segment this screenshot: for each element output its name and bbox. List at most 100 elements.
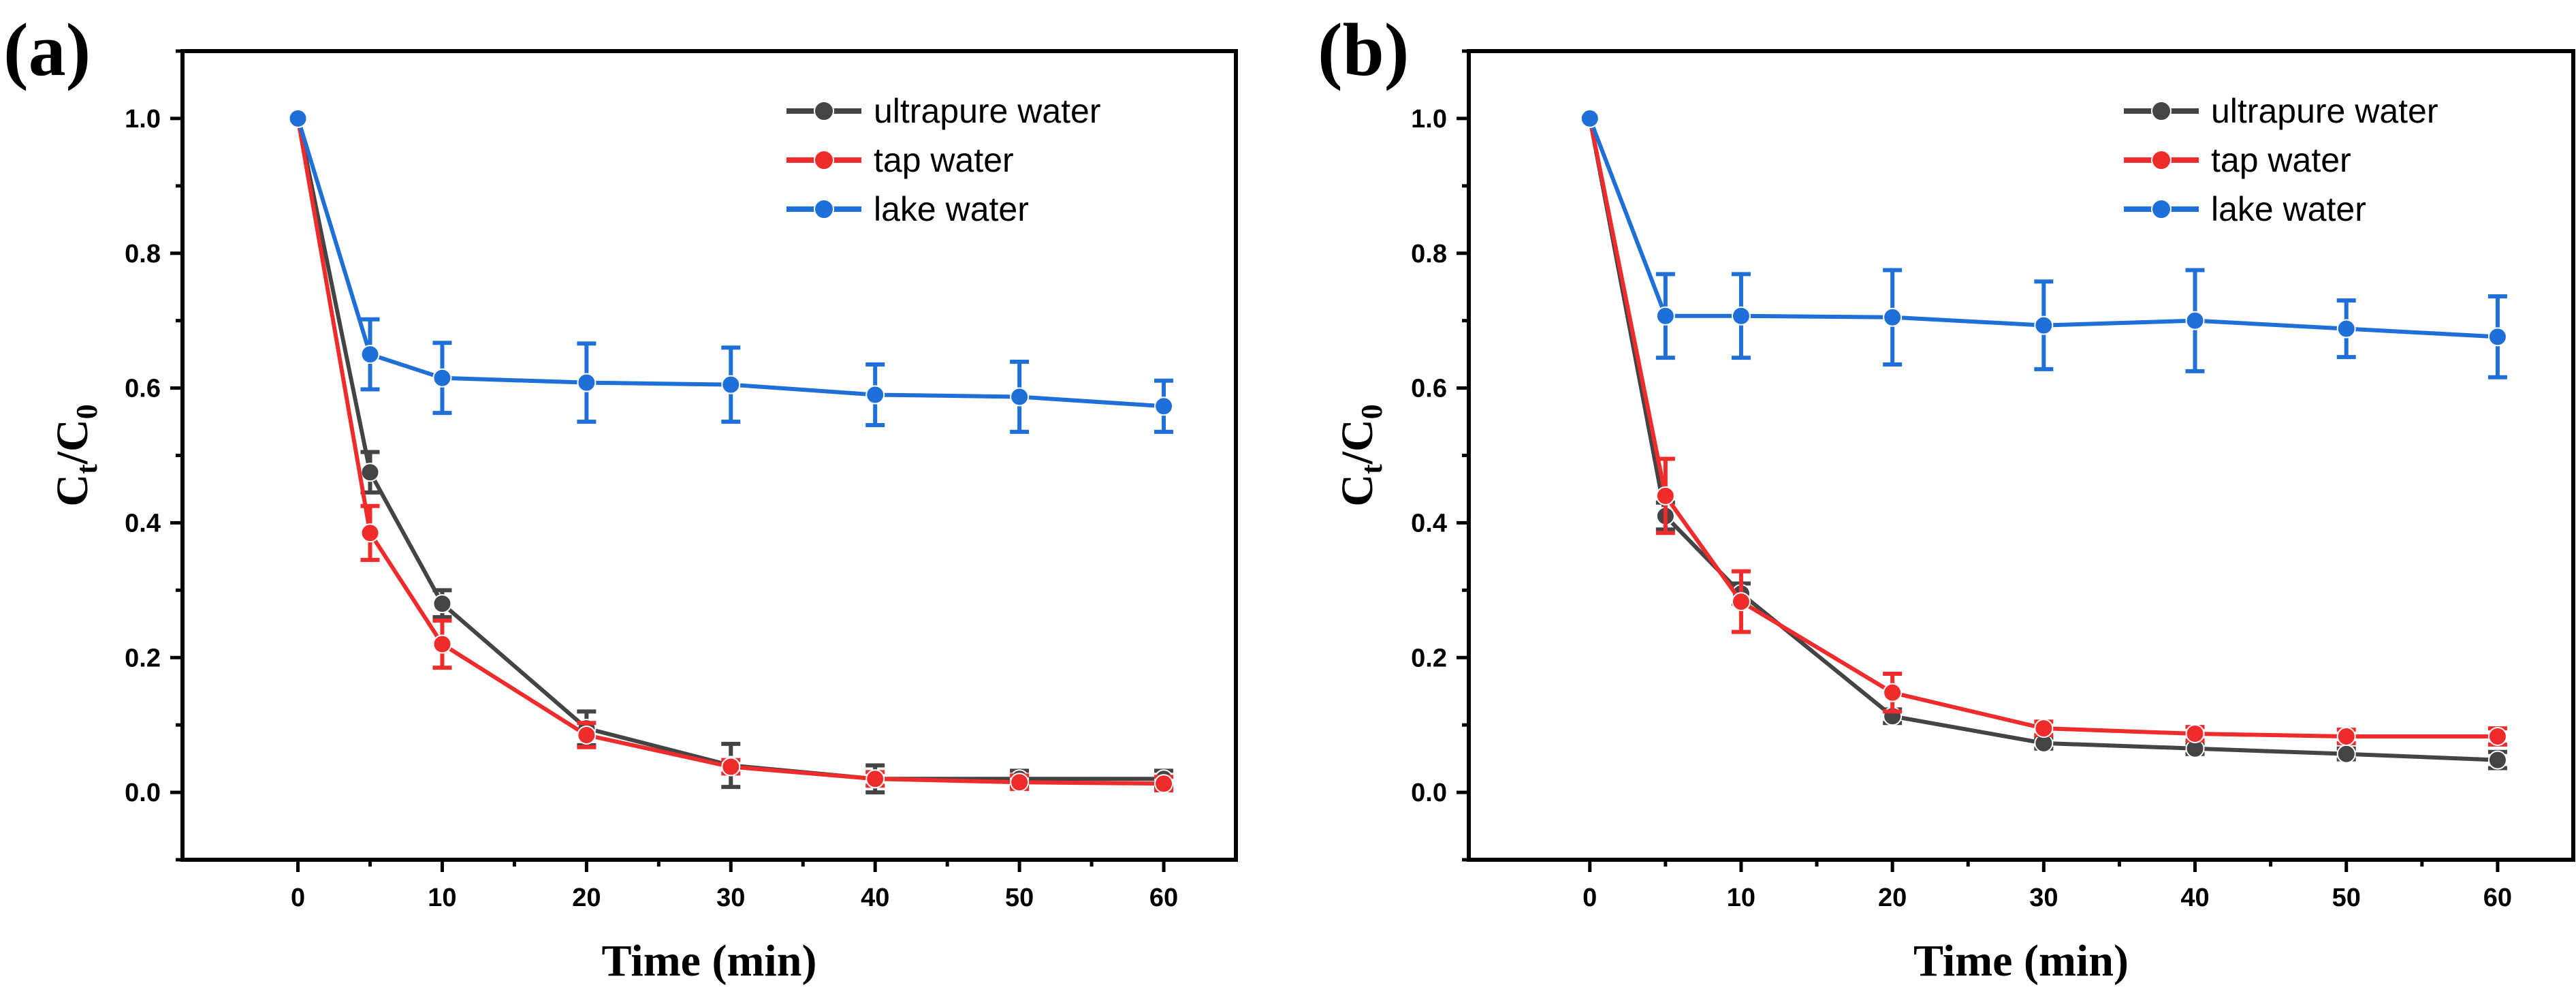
panel-b-legend-label: lake water [2211, 190, 2366, 228]
panel-a-data-point [360, 345, 380, 364]
panel-a-data-point [577, 373, 597, 392]
panel-a-legend-item: tap water [786, 141, 1014, 179]
panel-b-data-point [1655, 486, 1675, 505]
panel-a-y-axis-title-part: t [70, 464, 104, 474]
panel-a-xtick-label: 50 [1005, 884, 1034, 912]
panel-b-series-ultrapure-water [1580, 108, 2507, 771]
panel-b-data-point [2185, 311, 2205, 330]
panel-b-data-point [2034, 315, 2054, 335]
panel-a-xtick-label: 20 [572, 884, 601, 912]
panel-a-y-axis-title-part: 0 [70, 404, 104, 419]
panel-b-data-point [2034, 719, 2054, 738]
panel-b-y-axis-title-part: C [1333, 474, 1382, 507]
panel-a-data-point [1010, 773, 1030, 792]
panel-b-data-point [2487, 327, 2507, 347]
panel-a-series-ultrapure-water [288, 108, 1174, 795]
panel-a-plot-frame [180, 49, 1238, 862]
panel-a-data-point [1154, 396, 1174, 416]
panel-a-legend-label: ultrapure water [874, 92, 1101, 130]
panel-a-series-line [296, 118, 1164, 786]
panel-b-series-tap-water [1580, 108, 2507, 747]
panel-a-series-tap-water [288, 108, 1174, 794]
panel-a-data-point [432, 634, 452, 654]
panel-a-ytick-label: 0.0 [125, 779, 161, 807]
panel-b-series-line [1587, 117, 2498, 339]
panel-a-legend-marker [814, 150, 834, 170]
panel-a-ytick-label: 1.0 [125, 105, 161, 134]
panel-b-y-axis-title-part: 0 [1355, 404, 1388, 419]
panel-a-series-lake-water [288, 108, 1174, 434]
panel-b-series-line [1587, 118, 2498, 738]
panel-a-data-point [721, 757, 741, 777]
panel-a-data-point [1154, 774, 1174, 794]
panel-b-data-point [1655, 306, 1675, 326]
panel-a-data-point [360, 463, 380, 482]
panel-b-data-point [2185, 724, 2205, 744]
panel-a-data-point [432, 368, 452, 388]
panel-a-data-point [721, 375, 741, 394]
panel-b-legend-label: tap water [2211, 141, 2351, 179]
panel-a-data-point [360, 523, 380, 543]
panel-b-series-lake-water [1580, 108, 2507, 379]
panel-b-legend-marker [2151, 101, 2172, 121]
panel-b-x-axis-title: Time (min) [1913, 936, 2129, 986]
panel-b-data-point [2487, 750, 2507, 770]
panel-a-label: (a) [3, 8, 91, 91]
panel-a-data-point [1010, 387, 1030, 407]
panel-b-ytick-label: 0.2 [1411, 644, 1447, 672]
panel-a-xtick-label: 0 [291, 884, 305, 912]
panel-a-series-line [296, 118, 1164, 781]
panel-a-ytick-label: 0.8 [125, 240, 161, 268]
panel-a-legend-item: lake water [786, 190, 1029, 228]
panel-b-data-point [1883, 307, 1903, 327]
panel-a-ytick-label: 0.6 [125, 375, 161, 403]
panel-b-data-point [1580, 108, 1600, 128]
panel-b-legend-marker [2151, 150, 2172, 170]
panel-a-xtick-label: 60 [1149, 884, 1178, 912]
panel-b-data-point [1731, 592, 1751, 612]
panel-b-xtick-label: 30 [2029, 884, 2058, 912]
panel-a-legend-marker [814, 199, 834, 219]
panel-a-data-point [865, 385, 885, 405]
panel-b-xtick-label: 40 [2180, 884, 2209, 912]
panel-b-legend-item: lake water [2124, 190, 2366, 228]
panel-a-xtick-label: 30 [716, 884, 745, 912]
panel-b-label: (b) [1318, 8, 1409, 91]
panel-a-xtick-label: 10 [428, 884, 456, 912]
panel-a-data-point [577, 726, 597, 745]
panel-b-data-point [2336, 744, 2356, 764]
panel-b-legend-item: ultrapure water [2124, 92, 2438, 130]
panel-b-data-point [2487, 726, 2507, 746]
panel-b-data-point [1731, 306, 1751, 326]
panel-b-y-axis-title: Ct/C0 [1333, 404, 1388, 506]
panel-a-y-axis-title-part: C [48, 474, 97, 507]
panel-a-series-line [296, 118, 1164, 409]
panel-b-data-point [1883, 683, 1903, 702]
panel-b-ytick-label: 0.4 [1411, 509, 1447, 538]
panel-a-y-axis-title-part: /C [48, 419, 97, 465]
panel-a-legend-label: lake water [874, 190, 1029, 228]
panel-b-legend-label: ultrapure water [2211, 92, 2438, 130]
panel-a-legend-label: tap water [874, 141, 1014, 179]
panel-a: (a) 0 10 20 30 40 50 60 0.0 0.2 0.4 0.6 0.8 1.0 Time (… [3, 8, 1238, 986]
panel-a-ytick-label: 0.4 [125, 509, 161, 538]
panel-a-legend-marker [814, 101, 834, 121]
panel-a-data-point [865, 769, 885, 789]
panel-b-y-axis-title-part: t [1355, 464, 1388, 474]
panel-b-data-point [2336, 726, 2356, 746]
panel-a-y-axis-title: Ct/C0 [48, 404, 104, 506]
panel-b-xtick-label: 60 [2483, 884, 2512, 912]
panel-a-ytick-label: 0.2 [125, 644, 161, 672]
panel-b-ytick-label: 0.0 [1411, 779, 1447, 807]
panel-a-xtick-label: 40 [861, 884, 889, 912]
panel-b-legend-item: tap water [2124, 141, 2351, 179]
panel-b-xtick-label: 0 [1583, 884, 1597, 912]
panel-b-xtick-label: 20 [1878, 884, 1907, 912]
panel-b-ytick-label: 1.0 [1411, 105, 1447, 134]
panel-b-ytick-label: 0.8 [1411, 240, 1447, 268]
panel-b-ytick-label: 0.6 [1411, 375, 1447, 403]
panel-a-x-axis-title: Time (min) [602, 936, 817, 986]
panel-a-legend-item: ultrapure water [786, 92, 1101, 130]
panel-b-series-line [1587, 118, 2498, 762]
